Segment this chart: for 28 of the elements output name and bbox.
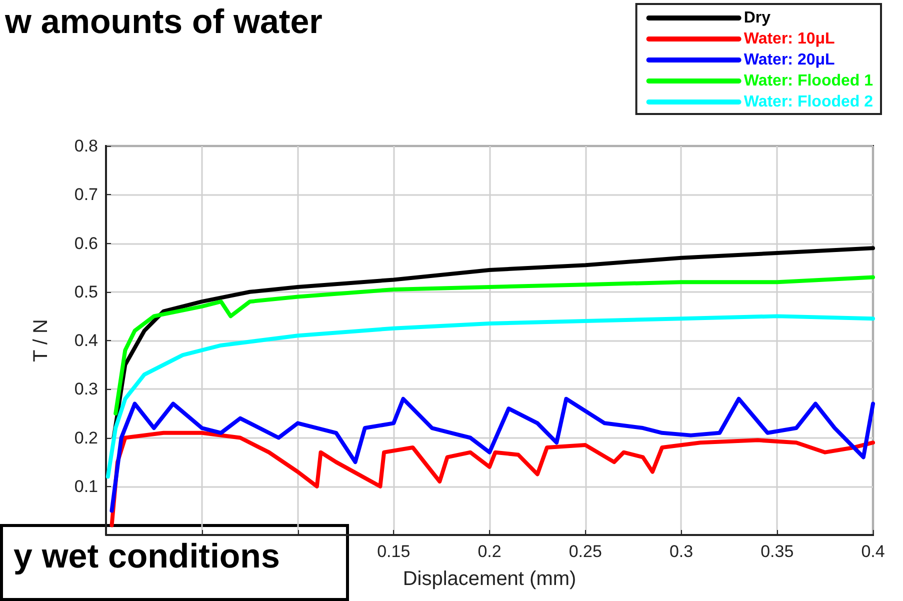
y-tick-label: 0.5 (74, 282, 98, 302)
y-tick-label: 0.4 (74, 331, 98, 350)
line-series (106, 314, 875, 479)
line-series (114, 275, 875, 416)
y-tick-label: 0.6 (74, 234, 98, 253)
text: Water: Flooded 2 (744, 94, 874, 110)
line-series (110, 430, 875, 528)
text: y wet conditions (14, 538, 280, 576)
x-tick-label: 0.35 (760, 542, 794, 561)
x-tick-label: 0.3 (669, 542, 694, 561)
x-tick-label: 0.2 (478, 542, 502, 561)
y-tick-label: 0.1 (74, 476, 98, 496)
x-axis-title: Displacement (mm) (402, 568, 576, 590)
chart-title: w amounts of water (4, 3, 322, 41)
y-tick-label: 0.3 (74, 380, 98, 399)
text: Water: Flooded 1 (744, 72, 874, 90)
x-tick-label: 0.15 (377, 542, 410, 561)
line-series (112, 246, 875, 440)
x-tick-label: 0.25 (568, 542, 602, 561)
text: Water: 20μL (744, 52, 836, 68)
text: Water: 10μL (744, 30, 836, 48)
y-tick-label: 0.2 (74, 428, 98, 448)
text: Dry (744, 10, 771, 26)
line-series (110, 396, 875, 513)
y-axis-title: T / N (30, 319, 52, 362)
y-tick-label: 0.8 (74, 136, 98, 156)
y-tick-label: 0.7 (74, 185, 98, 204)
x-tick-label: 0.4 (861, 542, 885, 561)
